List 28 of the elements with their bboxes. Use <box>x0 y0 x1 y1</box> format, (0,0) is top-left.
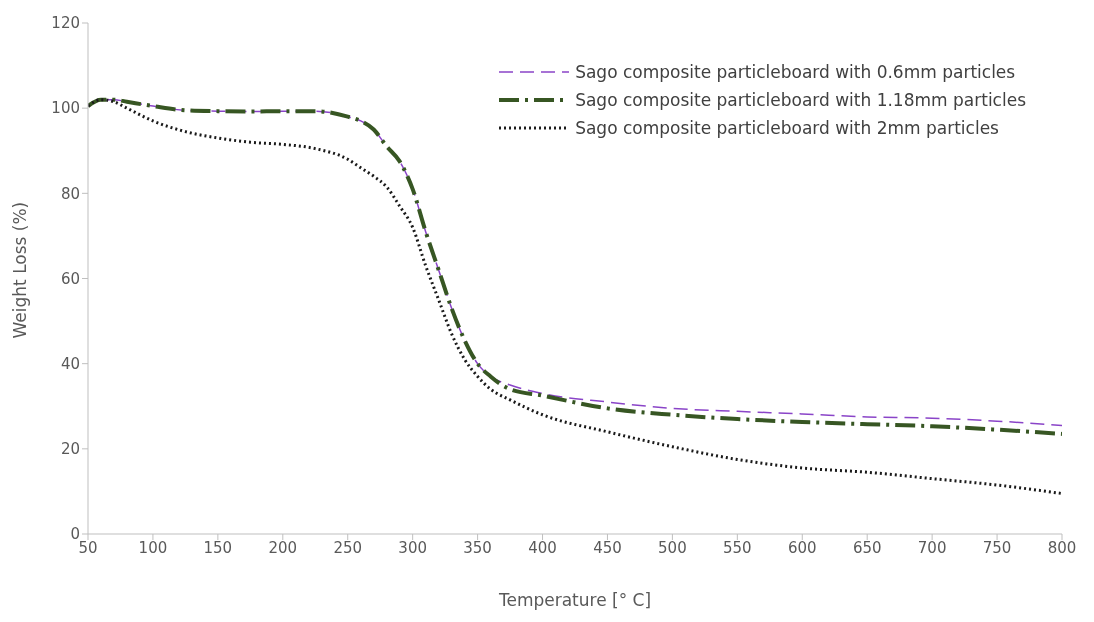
y-tick-label: 20 <box>60 440 80 459</box>
x-tick-label: 800 <box>1047 538 1077 557</box>
x-tick-label: 500 <box>658 538 687 557</box>
y-tick-label: 100 <box>51 99 80 118</box>
x-tick-label: 250 <box>333 538 363 557</box>
y-tick-label: 40 <box>60 354 80 373</box>
legend-label: Sago composite particleboard with 0.6mm particles <box>575 62 1016 82</box>
legend-label: Sago composite particleboard with 2mm particles <box>575 118 999 138</box>
y-tick-label: 0 <box>70 525 80 544</box>
x-tick-label: 400 <box>528 538 557 557</box>
x-tick-label: 350 <box>463 538 492 557</box>
x-tick-label: 200 <box>268 538 298 557</box>
x-tick-label: 750 <box>982 538 1012 557</box>
x-tick-label: 50 <box>78 538 98 557</box>
x-tick-label: 550 <box>723 538 752 557</box>
x-tick-label: 650 <box>852 538 882 557</box>
x-tick-label: 300 <box>398 538 427 557</box>
y-tick-label: 120 <box>51 14 80 33</box>
y-tick-label: 80 <box>60 184 80 203</box>
y-tick-label: 60 <box>60 269 80 288</box>
x-tick-label: 150 <box>203 538 233 557</box>
y-axis-title: Weight Loss (%) <box>10 201 31 339</box>
legend-label: Sago composite particleboard with 1.18mm particles <box>575 90 1026 110</box>
x-tick-label: 100 <box>138 538 168 557</box>
x-axis-title: Temperature [° C] <box>497 590 652 610</box>
x-tick-label: 700 <box>917 538 947 557</box>
x-tick-label: 600 <box>787 538 817 557</box>
x-tick-label: 450 <box>593 538 622 557</box>
